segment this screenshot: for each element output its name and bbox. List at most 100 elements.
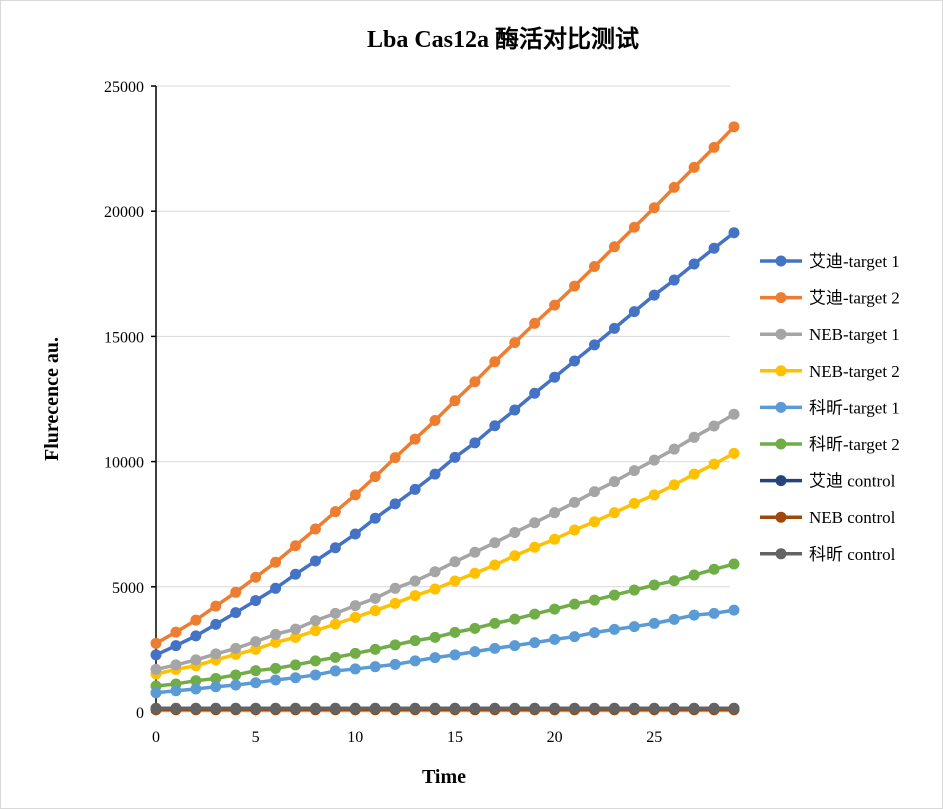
legend-marker bbox=[775, 401, 787, 413]
data-point bbox=[588, 627, 600, 639]
legend-marker bbox=[775, 292, 787, 304]
x-tick-label: 0 bbox=[152, 729, 160, 746]
data-point bbox=[190, 702, 202, 714]
data-point bbox=[449, 626, 461, 638]
data-point bbox=[569, 524, 581, 536]
data-point bbox=[668, 479, 680, 491]
y-tick-label: 10000 bbox=[104, 455, 144, 472]
data-point bbox=[270, 702, 282, 714]
data-point bbox=[549, 603, 561, 615]
data-point bbox=[210, 600, 222, 612]
data-point bbox=[409, 655, 421, 667]
data-point bbox=[270, 636, 282, 648]
data-point bbox=[628, 221, 640, 233]
legend-marker bbox=[775, 328, 787, 340]
data-point bbox=[429, 468, 441, 480]
data-point bbox=[250, 595, 262, 607]
series-group bbox=[150, 121, 740, 716]
data-point bbox=[250, 571, 262, 583]
data-point bbox=[628, 702, 640, 714]
data-point bbox=[369, 512, 381, 524]
data-point bbox=[250, 665, 262, 677]
data-point bbox=[329, 542, 341, 554]
y-tick-label: 20000 bbox=[104, 204, 144, 221]
legend-label: 艾迪 control bbox=[809, 472, 896, 491]
data-point bbox=[250, 677, 262, 689]
data-point bbox=[349, 611, 361, 623]
legend-label: 科昕-target 2 bbox=[809, 435, 900, 454]
data-point bbox=[150, 687, 162, 699]
data-point bbox=[210, 618, 222, 630]
legend-label: 科昕 control bbox=[809, 545, 896, 564]
data-point bbox=[329, 607, 341, 619]
data-point bbox=[549, 702, 561, 714]
data-point bbox=[469, 622, 481, 634]
data-point bbox=[688, 161, 700, 173]
data-point bbox=[170, 626, 182, 638]
x-tick-label: 25 bbox=[646, 729, 662, 746]
series-line bbox=[155, 412, 735, 672]
x-tick-label: 20 bbox=[547, 729, 563, 746]
data-point bbox=[250, 636, 262, 648]
data-point bbox=[290, 623, 302, 635]
data-point bbox=[270, 662, 282, 674]
data-point bbox=[349, 600, 361, 612]
y-tick-label: 15000 bbox=[104, 329, 144, 346]
data-point bbox=[728, 121, 740, 133]
legend-marker bbox=[775, 511, 787, 523]
data-point bbox=[449, 649, 461, 661]
data-point bbox=[469, 376, 481, 388]
data-point bbox=[230, 607, 242, 619]
legend-marker bbox=[775, 438, 787, 450]
data-point bbox=[509, 550, 521, 562]
data-point bbox=[688, 702, 700, 714]
data-point bbox=[429, 702, 441, 714]
data-point bbox=[210, 681, 222, 693]
legend-label: 科昕-target 1 bbox=[809, 398, 900, 417]
series-line bbox=[155, 231, 736, 657]
data-point bbox=[608, 507, 620, 519]
data-point bbox=[429, 415, 441, 427]
y-tick-label: 0 bbox=[136, 705, 144, 722]
legend-item: 科昕-target 2 bbox=[760, 435, 900, 454]
data-point bbox=[469, 437, 481, 449]
data-point bbox=[349, 489, 361, 501]
data-point bbox=[489, 617, 501, 629]
series-3 bbox=[150, 447, 740, 680]
series-8 bbox=[150, 702, 740, 714]
data-point bbox=[469, 646, 481, 658]
data-point bbox=[190, 614, 202, 626]
data-point bbox=[270, 628, 282, 640]
data-point bbox=[708, 420, 720, 432]
data-point bbox=[309, 615, 321, 627]
legend-label: NEB-target 1 bbox=[809, 325, 900, 344]
data-point bbox=[648, 454, 660, 466]
x-tick-label: 10 bbox=[347, 729, 363, 746]
data-point bbox=[230, 669, 242, 681]
data-point bbox=[509, 702, 521, 714]
data-point bbox=[210, 702, 222, 714]
data-point bbox=[389, 702, 401, 714]
data-point bbox=[569, 631, 581, 643]
data-point bbox=[708, 702, 720, 714]
data-point bbox=[549, 299, 561, 311]
data-point bbox=[628, 621, 640, 633]
data-point bbox=[449, 395, 461, 407]
data-point bbox=[569, 702, 581, 714]
data-point bbox=[369, 702, 381, 714]
data-point bbox=[509, 640, 521, 652]
data-point bbox=[150, 649, 162, 661]
data-point bbox=[290, 540, 302, 552]
data-point bbox=[290, 631, 302, 643]
y-tick-label: 25000 bbox=[104, 79, 144, 96]
x-axis-label: Time bbox=[422, 766, 466, 788]
data-point bbox=[489, 702, 501, 714]
data-point bbox=[290, 702, 302, 714]
data-point bbox=[449, 575, 461, 587]
data-point bbox=[608, 702, 620, 714]
data-point bbox=[608, 589, 620, 601]
data-point bbox=[409, 575, 421, 587]
data-point bbox=[628, 584, 640, 596]
data-point bbox=[150, 637, 162, 649]
